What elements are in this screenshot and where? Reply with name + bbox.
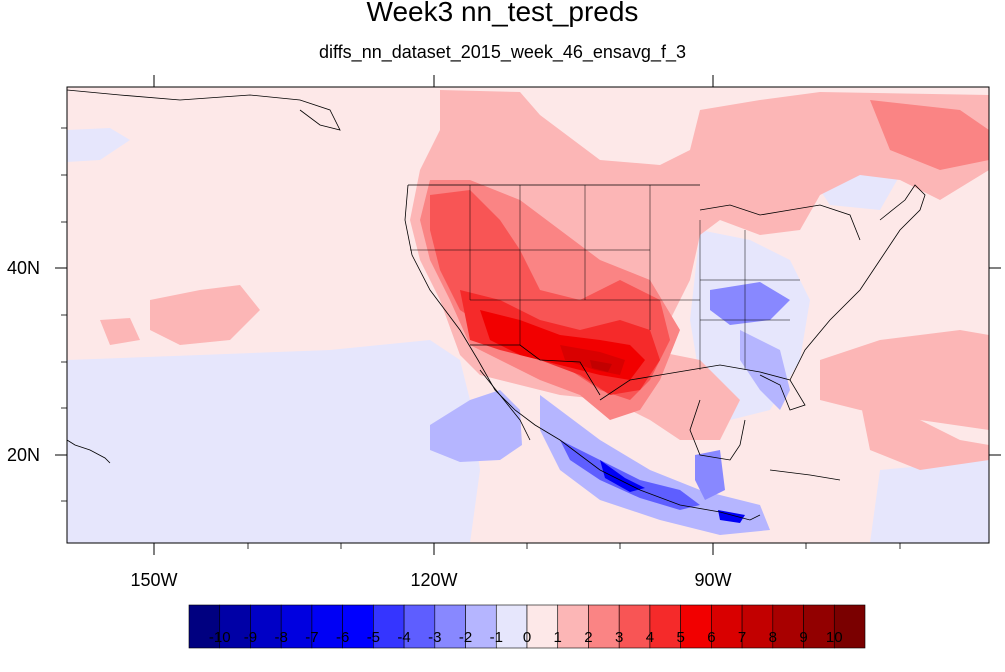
- colorbar-label: 5: [676, 629, 685, 646]
- map-field: [67, 87, 989, 543]
- colorbar: [188, 604, 866, 649]
- colorbar-label: -3: [428, 629, 442, 646]
- colorbar-label: -2: [458, 629, 473, 646]
- georgia-negative: [740, 330, 790, 410]
- texas-peak-positive: [590, 360, 612, 372]
- colorbar-label: -8: [274, 629, 288, 646]
- west-atlantic-positive-region: [860, 400, 989, 470]
- colorbar-label: 8: [768, 629, 777, 646]
- colorbar-label: -4: [397, 629, 411, 646]
- lon-label-120w: 120W: [410, 570, 458, 590]
- colorbar-swatch: [188, 604, 221, 649]
- north-pacific-negative-region: [67, 128, 130, 162]
- colorbar-swatch: [588, 604, 620, 649]
- colorbar-label: -9: [243, 629, 258, 646]
- central-pacific-positive-region: [150, 285, 260, 345]
- colorbar-swatch: [465, 604, 497, 649]
- caribbean-negative-region: [870, 460, 989, 543]
- tennessee-negative: [710, 282, 790, 325]
- pacific-coastline: [404, 184, 761, 521]
- colorbar-swatch: [741, 604, 774, 649]
- alaska-coastline: [67, 89, 341, 131]
- colorbar-swatch: [373, 604, 405, 649]
- colorbar-label: -7: [305, 629, 319, 646]
- gulf-negative: [695, 450, 725, 500]
- mexico-coast-negative: [540, 395, 770, 535]
- map-title: Week3 nn_test_preds: [366, 0, 639, 27]
- colorbar-swatch: [311, 604, 343, 649]
- mexico-coast-strong-negative: [560, 440, 700, 510]
- map-subtitle: diffs_nn_dataset_2015_week_46_ensavg_f_3: [319, 42, 686, 62]
- colorbar-label: 9: [799, 629, 808, 646]
- atlantic-coastline: [789, 184, 926, 381]
- mexico-coast-core-negative: [600, 460, 645, 492]
- northeast-positive-region: [870, 100, 989, 170]
- pacific-negative-region: [67, 340, 480, 543]
- colorbar-label: 10: [825, 629, 843, 646]
- lon-label-150w: 150W: [130, 570, 178, 590]
- minor-ticks: [61, 127, 901, 549]
- baja-coastline: [479, 369, 531, 441]
- colorbar-swatch: [711, 604, 743, 649]
- colorbar-label: 0: [522, 629, 532, 646]
- pacific-positive-patch: [100, 318, 140, 345]
- gulf-coastline: [599, 364, 806, 411]
- colorbar-swatch: [772, 604, 804, 649]
- lat-label-40n: 40N: [6, 258, 40, 278]
- colorbar-label: 6: [707, 629, 716, 646]
- colorbar-swatch: [219, 604, 251, 649]
- axis-ticks: [55, 75, 1001, 555]
- colorbar-label: 2: [584, 629, 593, 646]
- canada-border-east: [699, 204, 861, 241]
- colorbar-swatch: [833, 604, 866, 649]
- lat-label-20n: 20N: [6, 445, 40, 465]
- colorbar-swatch: [250, 604, 282, 649]
- colorbar-swatch: [495, 604, 528, 649]
- colorbar-swatch: [342, 604, 374, 649]
- colorbar-label: 7: [737, 629, 747, 646]
- colorbar-label: -1: [489, 629, 503, 646]
- colorbar-label: 4: [645, 629, 655, 646]
- colorbar-label: -5: [366, 629, 381, 646]
- lon-label-90w: 90W: [694, 570, 732, 590]
- colorbar-swatch: [526, 604, 559, 649]
- cuba-coastline: [769, 469, 841, 481]
- colorbar-swatch: [649, 604, 681, 649]
- colorbar-label: 1: [553, 629, 562, 646]
- mexico-border: [470, 344, 601, 396]
- state-borders: [410, 185, 800, 370]
- colorbar-swatch: [280, 604, 313, 649]
- yucatan-coastline: [689, 399, 746, 461]
- baja-offshore-negative: [430, 390, 522, 462]
- colorbar-label: 3: [615, 629, 624, 646]
- colorbar-label: -6: [335, 629, 350, 646]
- hawaii-coastline: [67, 439, 111, 464]
- coastlines: [67, 89, 926, 521]
- colorbar-label: -10: [208, 629, 231, 646]
